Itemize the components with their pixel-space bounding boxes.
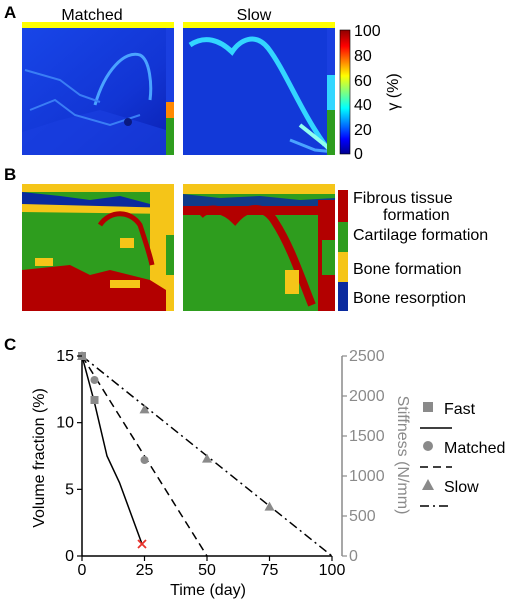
- tissue-legend: Fibrous tissue formation Cartilage forma…: [338, 190, 488, 311]
- y2-tick-label: 1500: [349, 428, 385, 445]
- y2-tick-label: 500: [349, 508, 376, 525]
- heatmap-slow: [183, 22, 336, 155]
- failure-marker-stroke: [137, 539, 147, 549]
- x-tick-label: 0: [78, 562, 87, 579]
- legend-label-bone-formation: Bone formation: [353, 261, 462, 278]
- colorbar-label: γ (%): [385, 73, 402, 110]
- tissue-map-slow: [183, 184, 335, 311]
- series-marker-slow: [139, 404, 150, 414]
- legend-marker-slow: [422, 479, 434, 490]
- y-tick-label: 10: [56, 415, 74, 432]
- legend-swatch-cartilage: [338, 222, 348, 252]
- legend-label-cartilage: Cartilage formation: [353, 227, 488, 244]
- tissue-map-matched: [22, 184, 174, 311]
- series-marker-slow: [264, 501, 275, 511]
- colorbar: 100 80 60 40 20 0 γ (%): [339, 23, 402, 163]
- series-marker-fast: [90, 396, 99, 404]
- legend-swatch-fibrous: [338, 190, 348, 222]
- panel-letter-a: A: [4, 3, 16, 22]
- legend-marker-matched: [423, 441, 433, 451]
- legend-label-fast: Fast: [444, 401, 476, 418]
- y-tick-label: 15: [56, 348, 74, 365]
- panel-a-title-slow: Slow: [237, 7, 272, 24]
- y-axis-label: Volume fraction (%): [31, 388, 48, 528]
- y2-axis-label: Stiffness (N/mm): [394, 396, 411, 515]
- series-marker-slow: [202, 453, 212, 463]
- y-tick-label: 0: [65, 548, 74, 565]
- x-tick-label: 50: [198, 562, 216, 579]
- legend-swatch-bone-resorption: [338, 282, 348, 311]
- panel-a-title-matched: Matched: [61, 7, 122, 24]
- series-marker-matched: [140, 456, 149, 464]
- heatmap-matched: [22, 22, 174, 155]
- panel-letter-b: B: [4, 165, 16, 184]
- x-tick-label: 25: [136, 562, 154, 579]
- x-tick-label: 75: [261, 562, 279, 579]
- y-tick-label: 5: [65, 481, 74, 498]
- legend-label-fibrous: Fibrous tissue: [353, 190, 453, 207]
- x-axis-label: Time (day): [170, 582, 246, 599]
- legend-marker-fast: [423, 402, 433, 412]
- y2-tick-label: 1000: [349, 468, 385, 485]
- colorbar-tick: 40: [354, 97, 372, 114]
- colorbar-tick: 0: [354, 146, 363, 163]
- legend-label-matched: Matched: [444, 440, 505, 457]
- colorbar-tick: 100: [354, 23, 381, 40]
- x-tick-label: 100: [319, 562, 346, 579]
- y2-tick-label: 0: [349, 548, 358, 565]
- series-line-fast: [81, 355, 143, 545]
- colorbar-tick: 60: [354, 73, 372, 90]
- colorbar-tick: 20: [354, 122, 372, 139]
- legend-label-fibrous-2: formation: [383, 207, 450, 224]
- y2-tick-label: 2000: [349, 388, 385, 405]
- failure-marker: [137, 539, 147, 549]
- legend-label-slow: Slow: [444, 479, 479, 496]
- legend-swatch-bone-formation: [338, 252, 348, 282]
- y2-tick-label: 2500: [349, 348, 385, 365]
- panel-letter-c: C: [4, 335, 16, 354]
- legend-label-bone-resorption: Bone resorption: [353, 290, 466, 307]
- series-legend: Fast Matched Slow: [420, 401, 505, 507]
- series-marker-matched: [90, 376, 99, 384]
- colorbar-tick: 80: [354, 48, 372, 65]
